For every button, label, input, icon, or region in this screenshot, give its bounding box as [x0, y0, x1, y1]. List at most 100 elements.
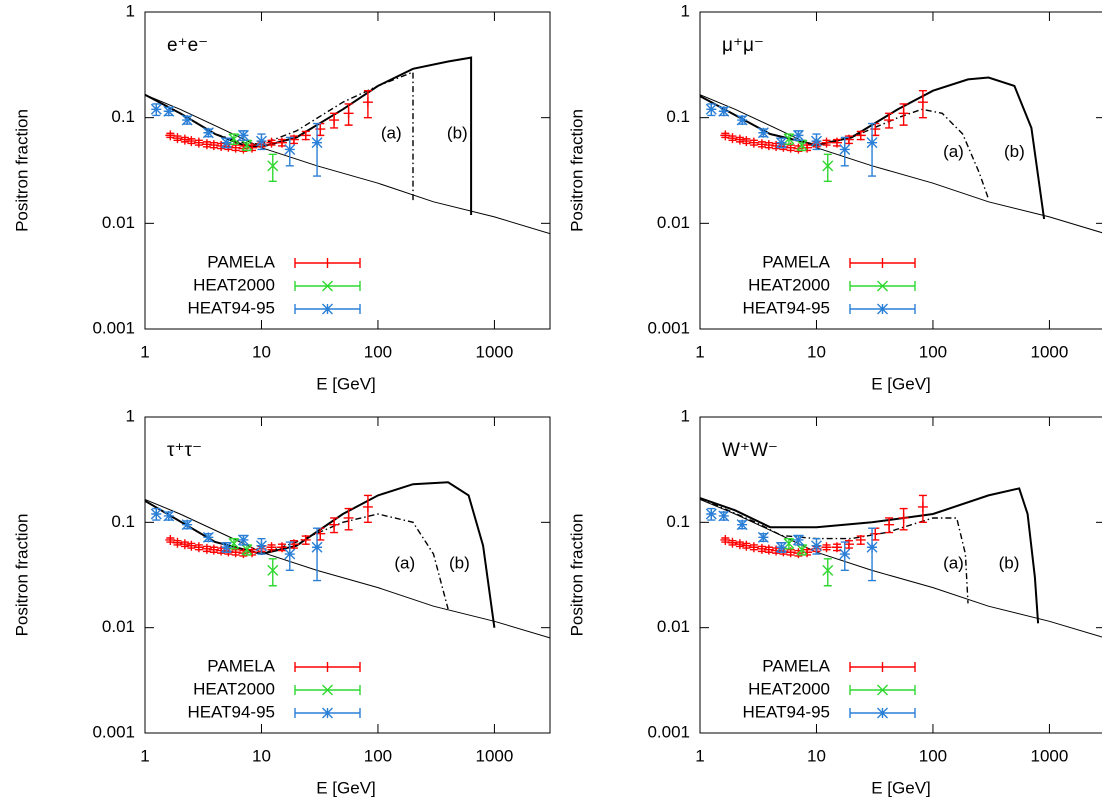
- annotation: (b): [1004, 142, 1025, 161]
- curve: [700, 487, 1040, 624]
- data-point: [839, 143, 851, 155]
- data-point: [705, 508, 717, 520]
- data-point: [241, 544, 253, 556]
- curve: [700, 498, 1102, 638]
- data-point: [855, 534, 866, 545]
- x-axis-label: E [GeV]: [316, 778, 376, 797]
- data-point: [884, 519, 895, 530]
- data-point: [718, 510, 730, 522]
- x-tick-label: 1000: [476, 746, 514, 765]
- x-tick-label: 1: [695, 746, 704, 765]
- y-tick-label: 0.1: [666, 512, 690, 531]
- data-point: [163, 510, 175, 522]
- y-tick-label: 1: [681, 406, 690, 425]
- plot-frame: [699, 416, 1102, 734]
- data-point: [757, 127, 769, 139]
- y-tick-label: 1: [126, 406, 135, 425]
- data-point: [216, 545, 227, 556]
- x-tick-label: 1: [140, 746, 149, 765]
- data-point: [172, 537, 183, 548]
- legend-label: HEAT2000: [193, 275, 275, 294]
- y-tick-label: 0.01: [657, 617, 690, 636]
- y-axis-label: Positron fraction: [12, 514, 31, 637]
- data-point: [181, 519, 193, 531]
- error-bar: [268, 153, 277, 182]
- y-axis-label: Positron fraction: [567, 109, 586, 232]
- legend-sample: [849, 258, 916, 268]
- curve: [700, 497, 969, 604]
- data-point: [736, 114, 748, 126]
- legend-label: PAMELA: [762, 252, 830, 271]
- data-point: [810, 540, 822, 552]
- y-tick-label: 0.1: [111, 512, 135, 531]
- y-tick-label: 0.001: [92, 722, 135, 741]
- data-point: [220, 541, 232, 553]
- data-point: [208, 140, 219, 151]
- data-point: [810, 135, 822, 147]
- error-bar: [313, 527, 322, 582]
- panel-title: W⁺W⁻: [722, 440, 778, 461]
- data-point: [288, 134, 299, 145]
- x-tick-label: 1: [140, 342, 149, 361]
- data-point: [208, 544, 219, 555]
- error-bar: [868, 527, 877, 582]
- data-point: [756, 543, 767, 554]
- plot-frame: [144, 416, 551, 734]
- panel-title: μ⁺μ⁻: [722, 35, 764, 56]
- y-tick-label: 0.001: [92, 318, 135, 337]
- data-point: [255, 540, 267, 552]
- legend-sample: [294, 258, 361, 268]
- panel: 1 10 100 1000 0.001 0.01 0.1 1 E [GeV] Positron f…: [12, 1, 551, 393]
- data-point: [311, 541, 323, 553]
- plot-frame: [144, 11, 551, 330]
- data-point: [741, 136, 752, 147]
- legend-label: HEAT94-95: [187, 702, 275, 721]
- y-axis-label: Positron fraction: [567, 514, 586, 637]
- curve: [145, 481, 496, 628]
- x-tick-label: 100: [919, 342, 947, 361]
- data-point: [179, 539, 190, 550]
- data-point: [237, 534, 249, 546]
- data-point: [300, 130, 311, 141]
- plot-area: [700, 487, 1102, 638]
- error-bar: [313, 122, 322, 177]
- data-point: [917, 501, 928, 512]
- legend-sample: [849, 280, 916, 292]
- data-point: [329, 115, 340, 126]
- legend-sample: [294, 684, 361, 696]
- data-point: [866, 137, 878, 149]
- data-point: [727, 537, 738, 548]
- legend-sample: [294, 303, 361, 315]
- plot-area: [700, 76, 1102, 234]
- data-point: [329, 519, 340, 530]
- curve: [145, 498, 550, 639]
- legend-sample: [849, 662, 916, 672]
- data-point: [727, 133, 738, 144]
- data-point: [843, 539, 854, 550]
- panel-title: e⁺e⁻: [167, 35, 208, 56]
- annotation: (a): [943, 142, 964, 161]
- data-point: [255, 135, 267, 147]
- data-point: [201, 139, 212, 150]
- data-point: [267, 160, 279, 172]
- data-point: [843, 134, 854, 145]
- data-point: [220, 137, 232, 149]
- y-tick-label: 0.01: [102, 617, 135, 636]
- data-point: [831, 137, 842, 148]
- data-point: [362, 97, 373, 108]
- y-tick-label: 0.001: [647, 722, 690, 741]
- data-point: [748, 137, 759, 148]
- annotation: (b): [449, 554, 470, 573]
- x-tick-label: 1: [695, 342, 704, 361]
- data-point: [855, 130, 866, 141]
- plot-area: [145, 56, 550, 235]
- data-point: [821, 542, 832, 553]
- error-bar: [823, 558, 832, 587]
- legend-sample: [849, 303, 916, 315]
- data-point: [917, 97, 928, 108]
- data-point: [343, 108, 354, 119]
- legend-sample: [294, 662, 361, 672]
- annotation: (a): [943, 554, 964, 573]
